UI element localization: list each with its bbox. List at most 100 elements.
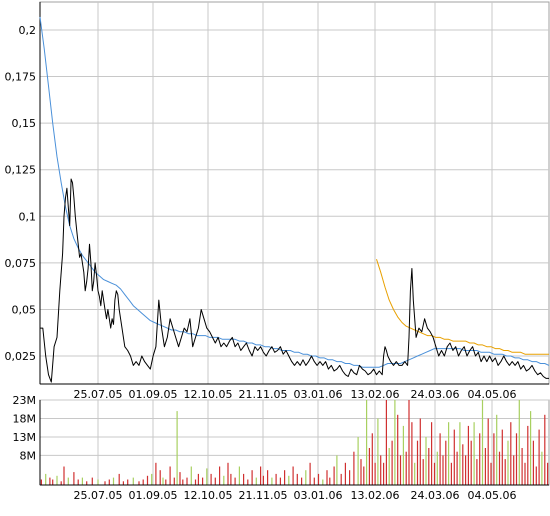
- volume-bar: [179, 472, 181, 485]
- volume-bar: [326, 470, 328, 485]
- volume-bar: [547, 462, 549, 485]
- volume-bar: [479, 433, 481, 485]
- volume-bar: [223, 475, 225, 485]
- volume-bar: [122, 481, 124, 485]
- volume-bar: [456, 451, 458, 485]
- volume-bar: [521, 448, 523, 485]
- volume-bar: [374, 462, 376, 485]
- volume-bar: [459, 422, 461, 485]
- volume-x-tick-label: 04.05.06: [468, 489, 517, 502]
- volume-bar: [40, 479, 42, 485]
- volume-bar: [279, 477, 281, 485]
- ma-long-line: [39, 16, 550, 368]
- price-panel: 0,025 0,05 0,075 0,1 0,125 0,15 0,175 0,2 25.07.…: [5, 1, 550, 401]
- volume-bar: [206, 468, 208, 485]
- volume-bar: [425, 437, 427, 485]
- volume-bar: [394, 400, 396, 485]
- volume-bar: [530, 411, 532, 485]
- volume-bar: [476, 459, 478, 485]
- volume-plot-area: [39, 399, 550, 486]
- volume-bar: [344, 462, 346, 485]
- volume-bar: [251, 470, 253, 485]
- price-x-tick-label: 24.03.06: [411, 388, 460, 401]
- volume-bar: [247, 479, 249, 485]
- volume-bar: [52, 479, 54, 485]
- volume-bar: [498, 451, 501, 485]
- volume-x-tick-label: 21.11.05: [239, 489, 288, 502]
- volume-y-tick-label: 8M: [20, 449, 37, 462]
- volume-bar: [462, 444, 464, 485]
- volume-bar: [313, 477, 315, 485]
- volume-bar: [182, 479, 184, 485]
- volume-bar: [77, 479, 79, 485]
- volume-bar: [388, 448, 390, 485]
- price-x-tick-label: 12.10.05: [184, 388, 233, 401]
- volume-bar: [397, 414, 399, 485]
- volume-bar: [340, 473, 342, 485]
- volume-bar: [408, 400, 410, 485]
- ma-short-line: [376, 259, 549, 355]
- volume-bar: [470, 440, 472, 485]
- volume-bar: [383, 462, 385, 485]
- volume-bar: [197, 473, 199, 485]
- volume-bar: [162, 477, 164, 485]
- volume-x-tick-label: 24.03.06: [411, 489, 460, 502]
- volume-bar: [538, 429, 540, 485]
- price-y-tick-label: 0,2: [19, 24, 37, 37]
- volume-bar: [422, 459, 424, 485]
- volume-bar: [431, 422, 433, 485]
- volume-bar: [445, 440, 447, 485]
- volume-bar: [317, 473, 320, 485]
- volume-bar: [484, 448, 486, 485]
- volume-bar: [132, 477, 134, 485]
- volume-bar: [194, 479, 197, 485]
- volume-bar: [271, 477, 273, 485]
- volume-bar: [86, 481, 88, 485]
- volume-bar: [284, 470, 286, 485]
- volume-bar: [214, 477, 216, 485]
- volume-bar: [227, 462, 229, 485]
- price-y-tick-label: 0,15: [12, 117, 37, 130]
- volume-bar: [243, 473, 245, 485]
- volume-bar: [81, 477, 83, 485]
- volume-bar: [504, 459, 506, 485]
- volume-bar: [385, 400, 387, 485]
- volume-bar: [493, 433, 495, 485]
- volume-bar: [419, 418, 421, 485]
- volume-bar: [73, 472, 75, 485]
- price-x-tick-label: 21.11.05: [239, 388, 288, 401]
- volume-bar: [138, 481, 140, 485]
- volume-bar: [496, 414, 498, 485]
- volume-bar: [151, 473, 153, 485]
- volume-bar: [49, 477, 51, 485]
- volume-bar: [416, 440, 419, 485]
- volume-bar: [329, 477, 331, 485]
- volume-bar: [97, 479, 99, 485]
- volume-bar: [56, 475, 58, 485]
- volume-bar: [399, 455, 402, 485]
- volume-bar: [513, 455, 515, 485]
- volume-bar: [169, 466, 171, 485]
- volume-bar: [63, 466, 65, 485]
- volume-bar: [238, 466, 240, 485]
- volume-bar: [60, 481, 62, 485]
- volume-bar: [262, 475, 264, 485]
- price-y-tick-label: 0,1: [19, 210, 37, 223]
- price-x-tick-label: 03.01.06: [294, 388, 343, 401]
- volume-bar: [292, 466, 294, 485]
- price-x-tick-label: 13.02.06: [351, 388, 400, 401]
- volume-bar: [210, 473, 212, 485]
- volume-bar: [255, 477, 257, 485]
- volume-bar: [439, 433, 441, 485]
- volume-bar: [368, 448, 370, 485]
- volume-bar: [234, 477, 236, 485]
- volume-bar: [67, 477, 69, 485]
- volume-bar: [165, 479, 167, 485]
- volume-bar: [450, 462, 452, 485]
- volume-bar: [309, 462, 311, 485]
- volume-bar: [336, 455, 338, 485]
- volume-bar: [173, 477, 175, 485]
- volume-bar: [510, 422, 512, 485]
